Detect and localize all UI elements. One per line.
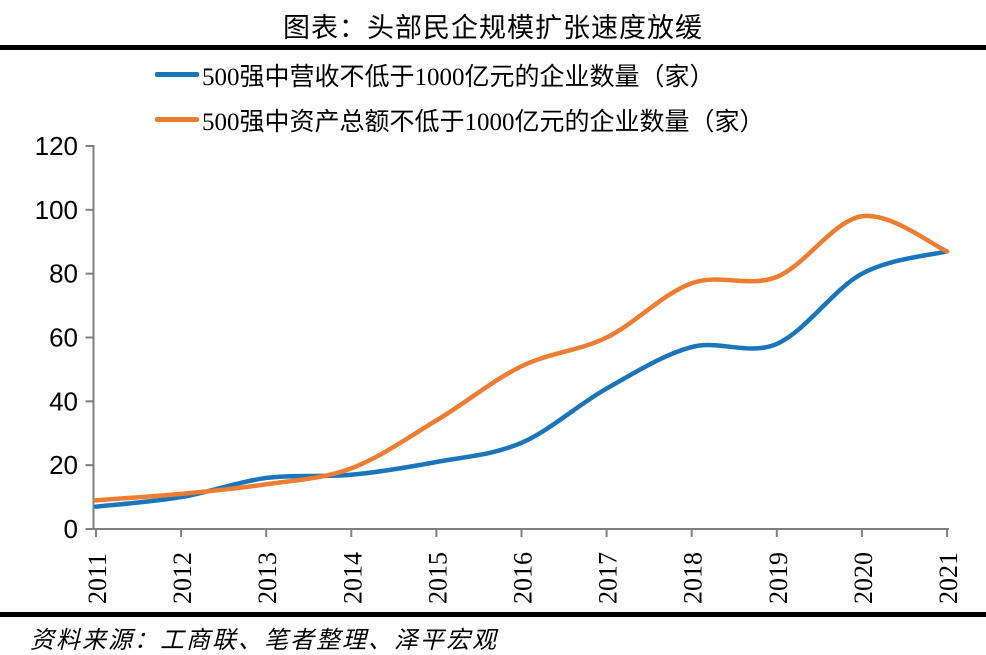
chart-title: 图表：头部民企规模扩张速度放缓 (283, 13, 703, 43)
y-axis-tick-label: 100 (35, 195, 78, 225)
x-axis-tick-label: 2018 (679, 552, 708, 604)
y-axis-tick-label: 60 (49, 323, 78, 353)
y-axis-tick-label: 20 (49, 450, 78, 480)
y-axis-tick-label: 120 (35, 131, 78, 161)
y-axis-tick-label: 40 (49, 386, 78, 416)
x-axis-tick-label: 2013 (253, 552, 282, 604)
top-divider-rule (0, 45, 986, 50)
x-axis-tick-label: 2015 (423, 552, 452, 604)
y-axis-tick-label: 80 (49, 259, 78, 289)
y-axis-tick-label: 0 (64, 514, 78, 544)
legend-label: 500强中营收不低于1000亿元的企业数量（家） (202, 63, 715, 91)
legend-label: 500强中资产总额不低于1000亿元的企业数量（家） (202, 108, 765, 136)
bottom-divider-rule (0, 612, 986, 617)
x-axis-tick-label: 2011 (83, 553, 112, 604)
series-line-1 (93, 213, 950, 503)
x-axis-tick-label: 2020 (849, 552, 878, 604)
legend-line-swatch (155, 72, 199, 77)
legend-item: 500强中资产总额不低于1000亿元的企业数量（家） (155, 97, 765, 142)
legend-item: 500强中营收不低于1000亿元的企业数量（家） (155, 52, 765, 97)
x-axis-tick-label: 2019 (764, 552, 793, 604)
legend-line-swatch (155, 117, 199, 122)
x-axis-tick-label: 2014 (338, 552, 367, 604)
x-axis-tick-label: 2017 (594, 552, 623, 604)
x-axis-tick-label: 2012 (168, 552, 197, 604)
series-line-0 (93, 249, 950, 509)
x-axis-tick-label: 2016 (509, 552, 538, 604)
source-note: 资料来源：工商联、笔者整理、泽平宏观 (30, 628, 498, 654)
x-axis-tick-label: 2021 (934, 552, 963, 604)
legend: 500强中营收不低于1000亿元的企业数量（家） 500强中资产总额不低于1000… (155, 52, 765, 142)
